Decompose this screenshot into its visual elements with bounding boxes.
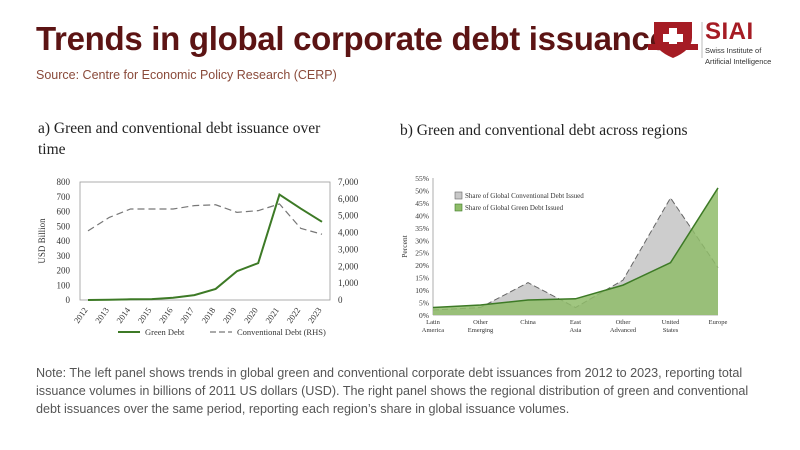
left-xtick-label: 2013 [93,305,111,325]
left-y2tick-label: 5,000 [338,211,359,221]
right-ytick-label: 30% [415,236,429,245]
right-ytick-label: 35% [415,224,429,233]
left-y2tick-label: 3,000 [338,244,359,254]
right-ytick-label: 55% [415,174,429,183]
right-xtick-label: Asia [570,327,582,334]
left-ytick-label: 800 [57,177,71,187]
right-xtick-label: Emerging [468,327,494,334]
right-legend-swatch [454,203,463,212]
siai-logo [648,22,703,58]
right-xtick-label: Europe [709,319,728,326]
left-xtick-label: 2016 [157,305,175,325]
left-xtick-label: 2017 [178,305,196,325]
left-xtick-label: 2022 [284,305,302,325]
right-ytick-label: 5% [419,299,429,308]
left-ytick-label: 700 [57,192,71,202]
right-legend-label: Share of Global Green Debt Issued [465,204,564,212]
logo-name: SIAI [705,18,754,45]
left-legend-label: Conventional Debt (RHS) [237,327,326,337]
left-ytick-label: 200 [57,266,71,276]
left-xtick-label: 2012 [72,305,90,325]
left-plot-frame [79,181,331,301]
right-xtick-label: United [662,319,680,326]
right-chart-title: b) Green and conventional debt across re… [400,122,688,139]
left-chart-title-line2: time [38,141,66,158]
left-ytick-label: 500 [57,221,71,231]
left-ylabel: USD Billion [37,218,47,264]
right-xtick-label: America [422,327,444,334]
right-ytick-label: 20% [415,261,429,270]
left-y2tick-label: 6,000 [338,194,359,204]
right-ytick-label: 10% [415,286,429,295]
left-chart: 0 100 200 300 400 500 600 700 800 0 1,000 2,000 3,00… [37,177,359,337]
logo-subtitle-2: Artificial Intelligence [705,57,772,66]
left-xtick-label: 2020 [242,305,260,325]
right-xtick-label: Other [473,319,489,326]
left-series-line-0 [87,192,323,301]
right-ytick-label: 40% [415,211,429,220]
left-ytick-label: 600 [57,207,71,217]
left-y2tick-label: 4,000 [338,228,359,238]
left-legend-label: Green Debt [145,327,185,337]
source-text: Source: Centre for Economic Policy Resea… [36,68,337,82]
left-y2tick-label: 2,000 [338,261,359,271]
left-xtick-label: 2018 [199,305,217,325]
left-chart-title-line1: a) Green and conventional debt issuance … [38,120,321,137]
right-xtick-label: Latin [426,319,440,326]
right-xtick-label: Other [616,319,632,326]
left-ytick-label: 400 [57,236,71,246]
left-y2tick-label: 1,000 [338,278,359,288]
right-ytick-label: 0% [419,311,429,320]
logo-subtitle-1: Swiss Institute of [705,46,762,55]
left-xtick-label: 2014 [114,305,132,325]
left-xtick-label: 2021 [263,305,281,325]
left-y2tick-label: 0 [338,295,343,305]
note-text: Note: The left panel shows trends in glo… [36,366,749,416]
left-chart-title: a) Green and conventional debt issuance … [38,118,320,160]
right-xtick-label: East [570,319,581,326]
left-ytick-label: 100 [57,280,71,290]
logo-text: SIAI Swiss Institute of Artificial Intel… [705,20,771,66]
right-chart: 0% 5% 10% 15% 20% 25% 30% 35% 40% 45% 50% 55% Percen… [400,174,728,334]
left-series-line-1 [87,203,323,235]
right-legend-swatch [454,191,463,200]
right-ytick-label: 25% [415,249,429,258]
page-title: Trends in global corporate debt issuance [36,20,668,57]
right-series-line-1 [432,187,719,309]
right-ylabel: Percent [400,234,409,257]
right-ytick-label: 50% [415,186,429,195]
right-xtick-label: Advanced [610,327,637,334]
left-xtick-label: 2015 [136,305,154,325]
right-ytick-label: 45% [415,199,429,208]
right-series-area-1 [433,187,718,315]
left-y2tick-label: 7,000 [338,177,359,187]
left-ytick-label: 300 [57,251,71,261]
left-ytick-label: 0 [66,295,71,305]
right-ytick-label: 15% [415,274,429,283]
right-xtick-label: States [663,327,679,334]
left-xtick-label: 2019 [221,305,239,325]
left-xtick-label: 2023 [306,305,324,325]
right-legend-label: Share of Global Conventional Debt Issued [465,192,584,200]
right-xtick-label: China [520,319,536,326]
